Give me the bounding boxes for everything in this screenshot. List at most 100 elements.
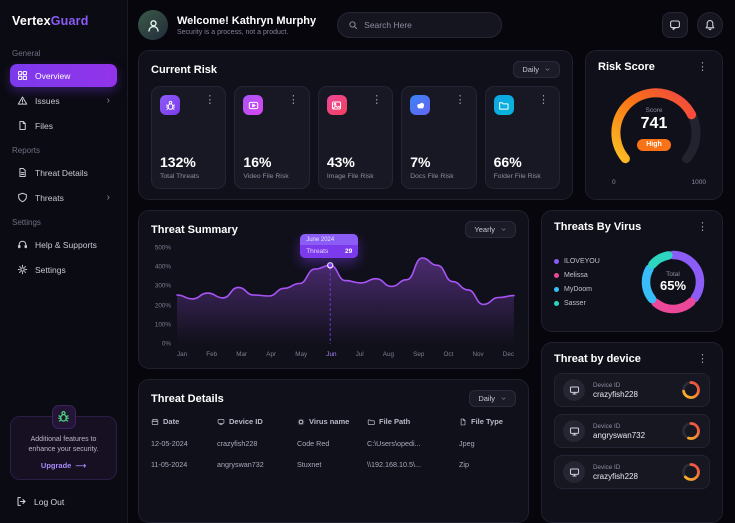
donut-total-value: 65% [659, 278, 687, 293]
sidebar-item-threat-details[interactable]: Threat Details [10, 161, 117, 184]
chevron-right-icon: › [106, 94, 110, 106]
score-value: 741 [640, 115, 668, 132]
search-icon [348, 20, 358, 30]
threat-details-period-select[interactable]: Daily [469, 390, 516, 407]
tile-value: 16% [243, 154, 272, 170]
monitor-icon [563, 420, 585, 442]
device-row[interactable]: Device ID angryswan732 [554, 414, 710, 448]
messages-button[interactable] [662, 12, 688, 38]
shield-icon [17, 192, 28, 203]
legend-dot [554, 300, 559, 306]
tile-menu-button[interactable]: ⋮ [287, 94, 299, 106]
avatar[interactable] [138, 10, 168, 40]
chat-icon [669, 19, 681, 31]
threat-summary-period-select[interactable]: Yearly [465, 221, 516, 238]
chevron-down-icon [500, 395, 507, 402]
sidebar-item-threats[interactable]: Threats › [10, 186, 117, 209]
tile-value: 132% [160, 154, 196, 170]
sidebar-item-overview[interactable]: Overview [10, 64, 117, 87]
logout-button[interactable]: Log Out [10, 492, 117, 511]
table-cell: 11-05-2024 [151, 460, 188, 469]
welcome-block: Welcome! Kathryn Murphy Security is a pr… [177, 15, 316, 36]
virus-icon [297, 418, 305, 426]
gauge-max-label: 1000 [691, 179, 706, 186]
bug-icon [160, 95, 180, 115]
arrow-right-icon: ⟶ [75, 461, 87, 470]
sidebar-item-help-supports[interactable]: Help & Supports [10, 233, 117, 256]
virus-legend: ILOVEYOU Melissa MyDoom Sasser [554, 251, 628, 314]
search-input[interactable] [364, 20, 491, 30]
sidebar-nav: General Overview Issues › Files Reports Threat… [10, 40, 117, 283]
table-cell: Code Red [297, 439, 330, 448]
legend-label: Melissa [564, 271, 588, 279]
device-id-label: Device ID [593, 422, 621, 430]
legend-item-sasser: Sasser [554, 300, 628, 307]
calendar-icon [151, 418, 159, 426]
legend-label: MyDoom [564, 285, 593, 293]
table-cell: Jpeg [459, 439, 475, 448]
tile-label: Video File Risk [243, 173, 289, 180]
tile-label: Image File Risk [326, 173, 374, 180]
file-icon [17, 120, 28, 131]
table-cell: Zip [459, 460, 469, 469]
search-bar[interactable] [337, 12, 502, 38]
column-header-file-type: File Type [459, 417, 516, 426]
risk-gauge [611, 88, 701, 164]
chevron-down-icon [500, 226, 507, 233]
legend-label: Sasser [564, 299, 586, 307]
tile-menu-button[interactable]: ⋮ [204, 94, 216, 106]
sidebar-item-issues[interactable]: Issues › [10, 89, 117, 112]
threats-by-virus-title: Threats By Virus [554, 221, 642, 233]
device-id-label: Device ID [593, 381, 621, 389]
table-body: 12-05-2024 crazyfish228 Code Red C:\Users\o… [151, 433, 516, 475]
table-row[interactable]: 12-05-2024 crazyfish228 Code Red C:\Users\o… [151, 433, 516, 454]
sidebar-item-label: Files [35, 120, 53, 131]
sidebar-section-label: Reports [12, 146, 41, 155]
risk-score-menu-button[interactable]: ⋮ [697, 60, 708, 73]
tile-menu-button[interactable]: ⋮ [454, 94, 466, 106]
headset-icon [17, 239, 28, 250]
sidebar-item-settings[interactable]: Settings [10, 258, 117, 281]
upgrade-card: Additional features to enhance your secu… [10, 404, 117, 480]
legend-item-melissa: Melissa [554, 272, 628, 279]
tile-menu-button[interactable]: ⋮ [371, 94, 383, 106]
sidebar-item-label: Issues [35, 95, 60, 106]
donut-total-label: Total [666, 271, 680, 278]
table-row[interactable]: 11-05-2024 angryswan732 Stuxnet \\192.168.1… [151, 454, 516, 475]
risk-level-badge: High [637, 138, 671, 151]
gauge-min-label: 0 [612, 179, 616, 186]
current-risk-period-select[interactable]: Daily [513, 61, 560, 78]
doclist-icon [17, 167, 28, 178]
risk-tile-image-file-risk: ⋮ 43% Image File Risk [317, 86, 394, 189]
threats-by-virus-card: Threats By Virus ⋮ ILOVEYOU Melissa MyDoom… [541, 210, 723, 332]
threats-by-virus-menu-button[interactable]: ⋮ [697, 220, 708, 233]
legend-item-mydoom: MyDoom [554, 286, 628, 293]
grid-icon [17, 70, 28, 81]
tile-menu-button[interactable]: ⋮ [538, 94, 550, 106]
upgrade-link[interactable]: Upgrade ⟶ [40, 461, 87, 470]
threat-details-title: Threat Details [151, 392, 224, 405]
risk-tile-docs-file-risk: ⋮ 7% Docs File Risk [401, 86, 477, 189]
device-risk-ring [682, 381, 700, 399]
table-cell: C:\Users\opedi... [367, 439, 421, 448]
cloud-icon [410, 95, 431, 115]
video-icon [243, 95, 264, 115]
notifications-button[interactable] [697, 12, 723, 38]
current-risk-title: Current Risk [151, 63, 218, 76]
sidebar-item-files[interactable]: Files [10, 114, 117, 137]
legend-label: ILOVEYOU [564, 257, 600, 265]
table-cell: angryswan732 [217, 460, 264, 469]
topbar: Welcome! Kathryn Murphy Security is a pr… [138, 10, 723, 40]
chart-tooltip: June 2024 Threats 29 [300, 234, 359, 258]
threat-by-device-menu-button[interactable]: ⋮ [697, 352, 708, 365]
chart-plot [176, 257, 515, 344]
device-row[interactable]: Device ID crazyfish228 [554, 455, 710, 489]
monitor-icon [217, 418, 225, 426]
legend-dot [554, 286, 559, 292]
tile-label: Folder File Risk [493, 173, 541, 180]
folder-icon [367, 418, 375, 426]
device-row[interactable]: Device ID crazyfish228 [554, 373, 710, 407]
brand-logo: VertexGuard [12, 14, 89, 28]
threat-summary-title: Threat Summary [151, 223, 238, 236]
column-header-file-path: File Path [367, 417, 459, 426]
